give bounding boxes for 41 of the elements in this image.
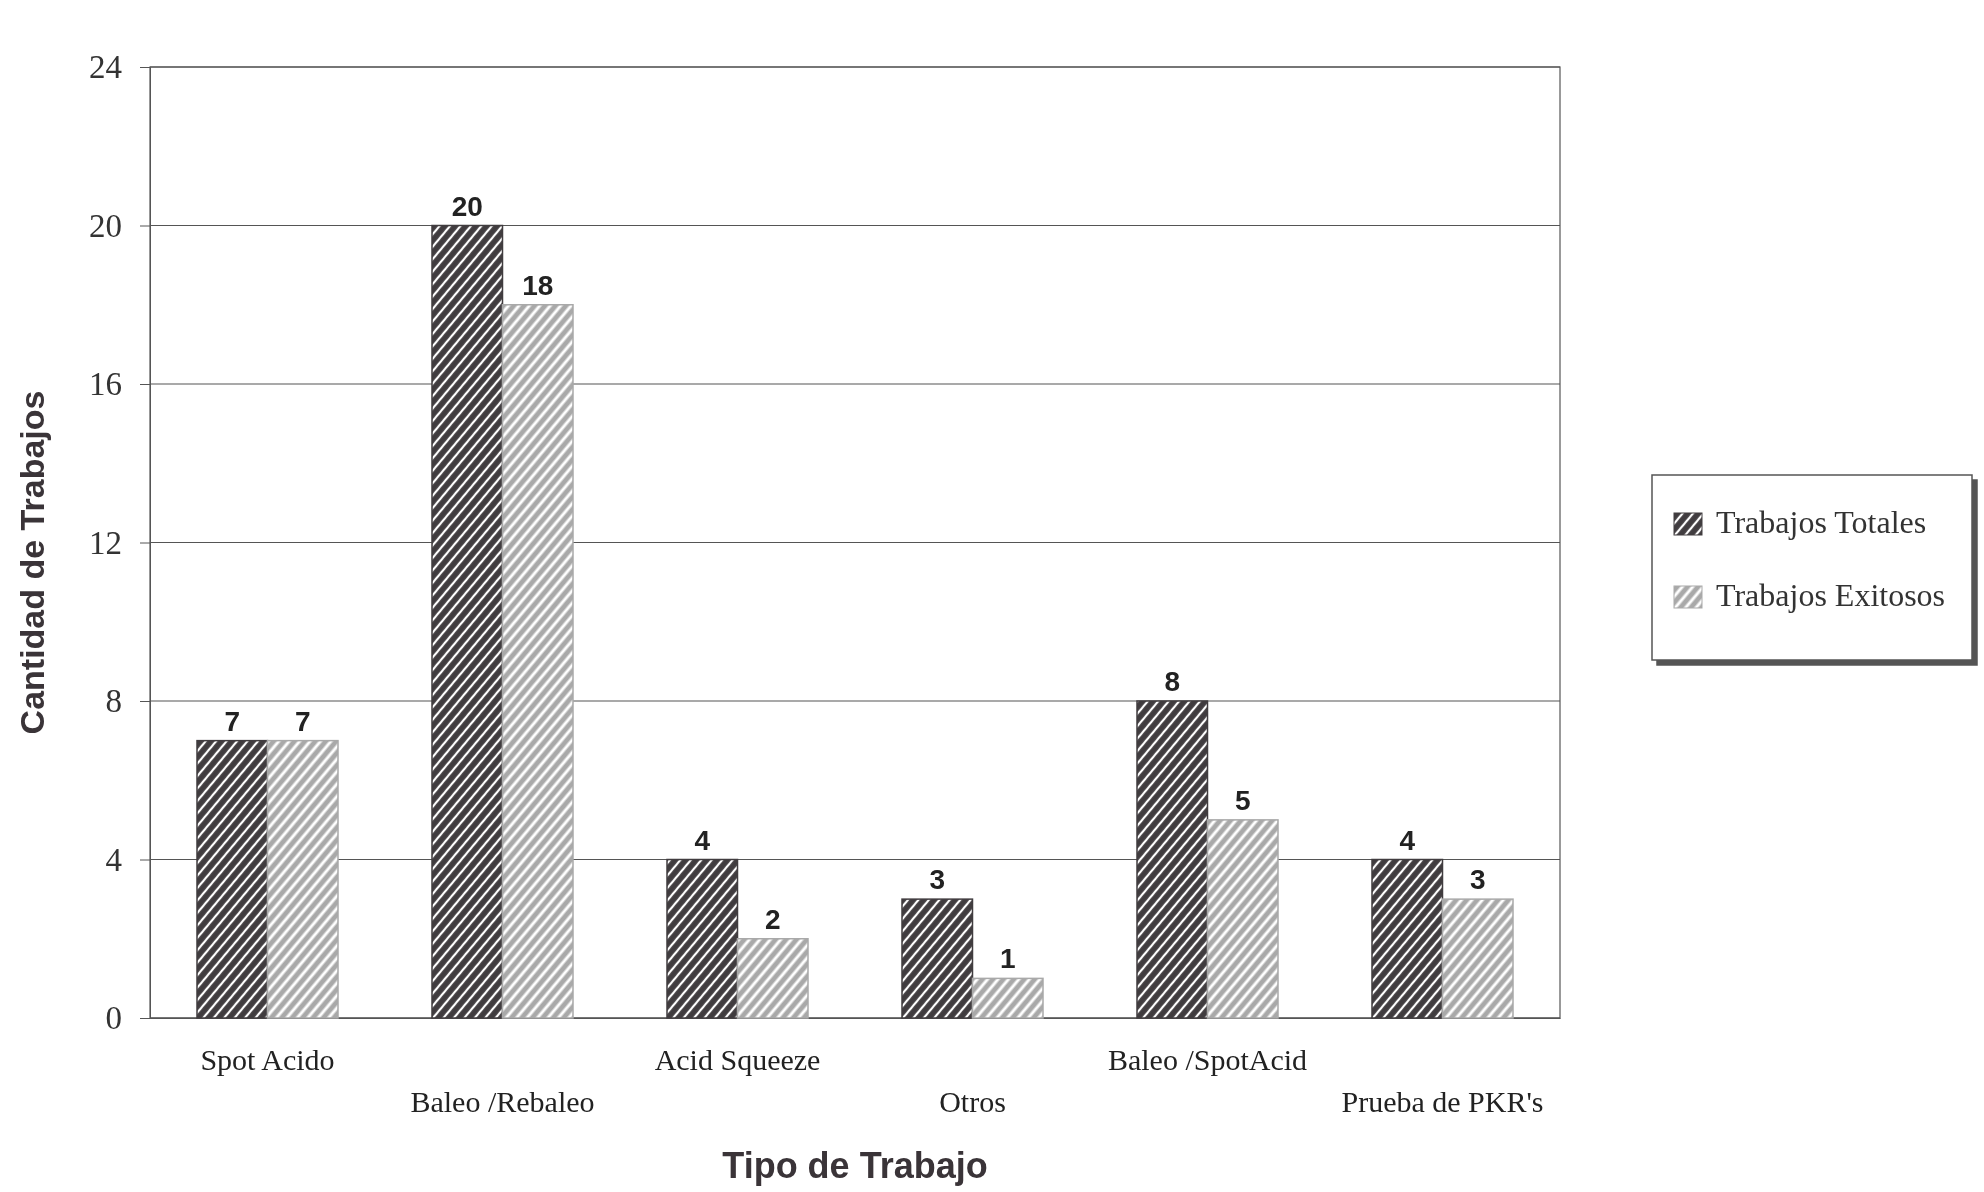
bar (431, 224, 504, 1019)
bar (1441, 898, 1514, 1019)
bar (1136, 700, 1209, 1019)
legend-label: Trabajos Exitosos (1716, 577, 1946, 613)
bar (501, 304, 574, 1019)
data-label: 7 (224, 705, 241, 737)
y-tick-label: 0 (105, 1000, 122, 1037)
data-label: 8 (1164, 666, 1181, 697)
bar (196, 739, 269, 1019)
y-axis-title: Cantidad de Trabajos (13, 390, 51, 735)
data-label: 3 (1469, 864, 1486, 896)
y-tick-label: 20 (89, 207, 122, 244)
bar (736, 938, 809, 1019)
data-label: 5 (1234, 784, 1251, 816)
data-label: 3 (929, 864, 946, 896)
data-label: 4 (1399, 824, 1416, 856)
x-tick-label: Baleo /Rebaleo (410, 1085, 595, 1118)
x-tick-label: Otros (939, 1085, 1006, 1118)
x-tick-label: Acid Squeeze (654, 1043, 821, 1076)
y-tick-label: 16 (89, 366, 122, 403)
x-tick-label: Baleo /SpotAcid (1107, 1043, 1308, 1076)
y-tick-label: 12 (89, 524, 122, 561)
data-label: 1 (999, 943, 1016, 975)
bar (266, 739, 339, 1019)
legend-label: Trabajos Totales (1716, 504, 1927, 540)
bar (901, 898, 974, 1019)
y-tick-label: 4 (105, 841, 122, 878)
bar (1371, 858, 1444, 1019)
x-tick-label: Spot Acido (200, 1043, 335, 1076)
data-label: 4 (694, 824, 711, 856)
data-label: 18 (522, 269, 554, 301)
bar (666, 858, 739, 1019)
y-tick-label: 8 (105, 683, 122, 720)
data-label: 7 (294, 705, 311, 737)
y-tick-label: 24 (89, 49, 122, 86)
x-axis-title: Tipo de Trabajo (722, 1145, 988, 1186)
data-label: 2 (764, 903, 781, 935)
x-tick-label: Prueba de PKR's (1341, 1085, 1544, 1118)
data-label: 20 (451, 190, 483, 222)
bar (971, 977, 1044, 1019)
bar (1206, 819, 1279, 1019)
